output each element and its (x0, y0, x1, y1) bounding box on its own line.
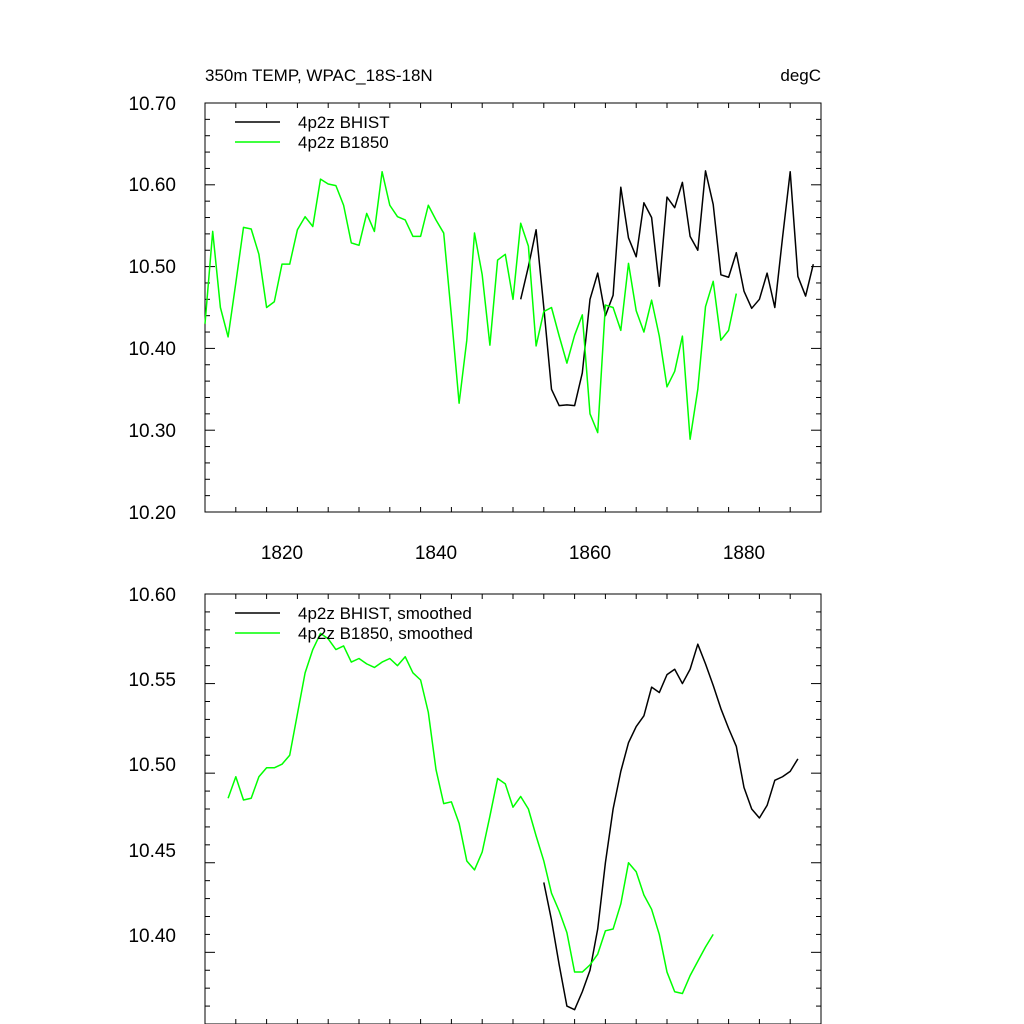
top-ticks (204, 102, 822, 513)
bottom-panel: 10.40 10.45 10.50 10.55 10.60 4p2z BHIST… (128, 585, 822, 1024)
top-y-tick-label: 10.70 (128, 94, 176, 115)
top-legend: 4p2z BHIST 4p2z B1850 (235, 113, 390, 152)
bottom-y-tick-labels: 10.40 10.45 10.50 10.55 10.60 (128, 585, 176, 947)
top-x-tick-label: 1860 (569, 543, 611, 564)
top-series-group (204, 170, 815, 440)
top-x-tick-label: 1820 (261, 543, 303, 564)
top-chart-units: degC (780, 66, 821, 85)
top-x-tick-label: 1880 (723, 543, 765, 564)
bottom-y-tick-label: 10.55 (128, 670, 176, 691)
legend-label-bhist: 4p2z BHIST (298, 113, 390, 132)
top-x-tick-label: 1840 (415, 543, 457, 564)
legend-label-b1850: 4p2z B1850 (298, 133, 389, 152)
top-y-tick-label: 10.20 (128, 503, 176, 524)
top-y-tick-label: 10.30 (128, 421, 176, 442)
top-y-tick-label: 10.50 (128, 257, 176, 278)
bottom-y-tick-label: 10.50 (128, 755, 176, 776)
top-x-tick-labels: 1820 1840 1860 1880 (261, 543, 765, 564)
bottom-legend: 4p2z BHIST, smoothed 4p2z B1850, smoothe… (235, 604, 473, 643)
top-chart-title: 350m TEMP, WPAC_18S-18N (205, 66, 433, 85)
top-plot-frame (204, 102, 822, 513)
top-y-tick-label: 10.60 (128, 175, 176, 196)
legend-label-b1850-smoothed: 4p2z B1850, smoothed (298, 624, 473, 643)
top-panel: 350m TEMP, WPAC_18S-18N degC 10.20 10.30… (128, 66, 822, 564)
bottom-series-group (227, 632, 799, 1011)
top-y-tick-labels: 10.20 10.30 10.40 10.50 10.60 10.70 (128, 94, 176, 524)
bottom-y-tick-label: 10.45 (128, 841, 176, 862)
bottom-y-tick-label: 10.60 (128, 585, 176, 606)
bottom-plot-frame (204, 593, 822, 1024)
top-y-tick-label: 10.40 (128, 339, 176, 360)
series-line-4p2z-b1850-smoothed (227, 632, 714, 995)
bottom-ticks (204, 593, 822, 1024)
series-line-4p2z-bhist (519, 170, 815, 407)
series-line-4p2z-b1850 (204, 170, 738, 440)
series-line-4p2z-bhist-smoothed (543, 643, 799, 1011)
bottom-y-tick-label: 10.40 (128, 926, 176, 947)
legend-label-bhist-smoothed: 4p2z BHIST, smoothed (298, 604, 472, 623)
